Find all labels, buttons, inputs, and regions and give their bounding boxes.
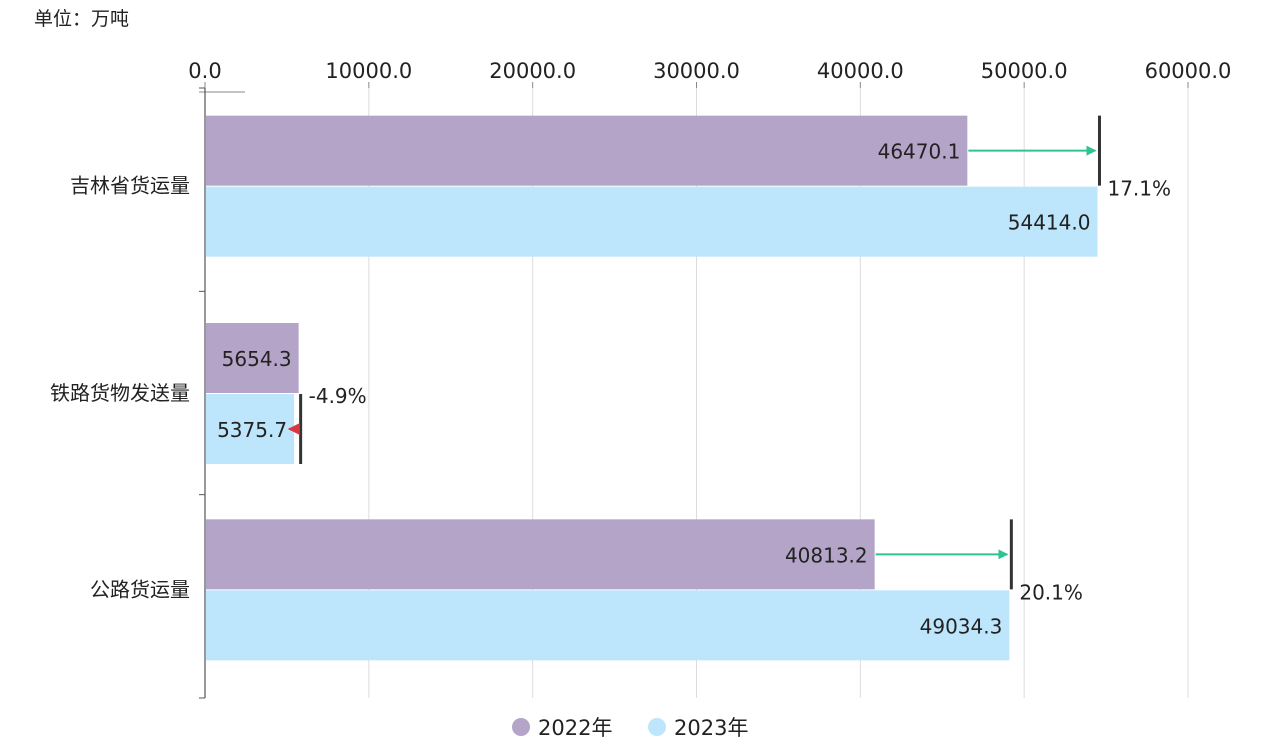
x-tick-label: 10000.0 [325, 59, 412, 83]
x-tick-label: 50000.0 [981, 59, 1068, 83]
x-tick-label: 60000.0 [1145, 59, 1232, 83]
bar-value-label: 5654.3 [222, 347, 292, 371]
x-tick-label: 40000.0 [817, 59, 904, 83]
legend-label: 2023年 [674, 716, 748, 740]
x-tick-label: 30000.0 [653, 59, 740, 83]
bar-value-label: 46470.1 [878, 140, 961, 164]
legend-marker [648, 718, 666, 736]
bar-2023 [206, 590, 1010, 661]
bar-2023 [206, 186, 1098, 257]
bar-2022 [206, 519, 875, 590]
change-percent-label: 17.1% [1107, 177, 1171, 201]
legend-label: 2022年 [538, 716, 612, 740]
change-percent-label: 20.1% [1019, 580, 1083, 604]
unit-label: 单位：万吨 [34, 8, 129, 30]
x-tick-label: 0.0 [188, 59, 221, 83]
bar-2022 [206, 115, 968, 186]
x-tick-label: 20000.0 [489, 59, 576, 83]
y-tick-label: 公路货运量 [90, 577, 190, 601]
change-percent-label: -4.9% [309, 384, 367, 408]
legend-marker [512, 718, 530, 736]
bar-2023 [206, 394, 295, 464]
bar-2022 [206, 323, 299, 393]
bar-value-label: 54414.0 [1008, 211, 1091, 235]
bar-value-label: 49034.3 [920, 614, 1003, 638]
bar-value-label: 40813.2 [785, 543, 868, 567]
bar-value-label: 5375.7 [217, 418, 287, 442]
y-tick-label: 吉林省货运量 [70, 174, 190, 198]
y-tick-label: 铁路货物发送量 [50, 381, 190, 405]
